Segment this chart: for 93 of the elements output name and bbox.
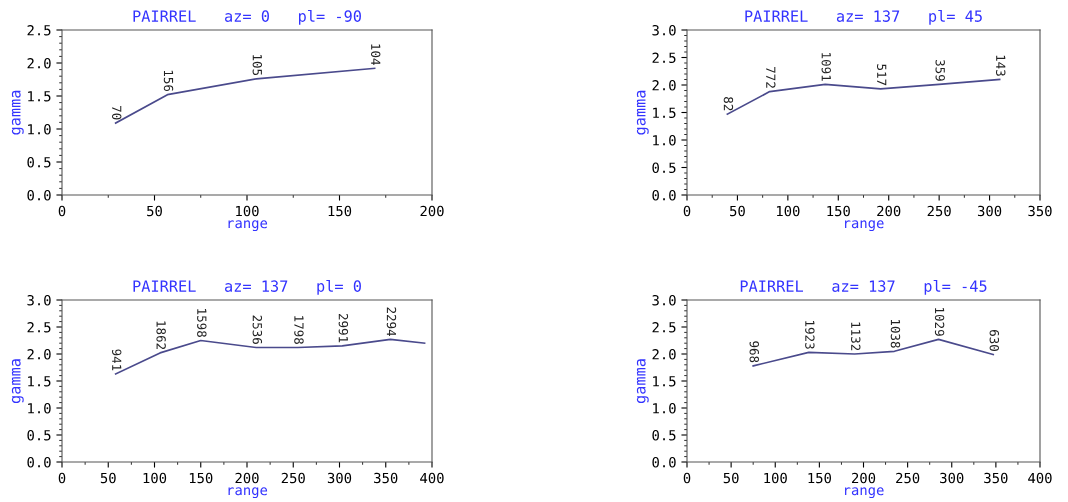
x-tick-label: 0 xyxy=(683,472,691,484)
annotation: 2536 xyxy=(252,315,263,344)
chart-title: PAIRREL az= 137 pl= 45 xyxy=(745,9,982,25)
x-tick-label: 100 xyxy=(236,205,259,217)
annotation: 70 xyxy=(111,106,122,120)
x-tick-label: 400 xyxy=(420,472,444,484)
x-tick-label: 150 xyxy=(808,472,832,484)
x-tick-label: 50 xyxy=(730,205,745,217)
x-tick-label: 250 xyxy=(896,472,920,484)
annotation: 156 xyxy=(163,70,174,92)
x-tick-label: 0 xyxy=(58,205,66,217)
annotation: 941 xyxy=(111,349,122,371)
x-axis-title: range xyxy=(228,487,268,499)
annotation: 968 xyxy=(749,341,759,363)
x-tick-label: 300 xyxy=(327,472,352,484)
y-tick-label: 1.0 xyxy=(28,124,51,135)
y-tick-label: 1.5 xyxy=(28,376,51,387)
y-axis-title: gamma xyxy=(11,90,24,135)
x-tick-label: 200 xyxy=(851,472,876,484)
x-tick-label: 300 xyxy=(977,205,1002,217)
annotation: 1091 xyxy=(821,53,831,81)
annotation: 1798 xyxy=(294,316,304,344)
x-tick-label: 150 xyxy=(827,205,850,217)
annotation: 2991 xyxy=(338,313,349,343)
annotation: 1923 xyxy=(805,321,815,349)
x-tick-label: 350 xyxy=(374,472,398,484)
y-tick-label: 3.0 xyxy=(652,25,676,36)
x-tick-label: 200 xyxy=(235,472,259,484)
y-tick-label: 2.5 xyxy=(27,25,51,36)
annotation: 2294 xyxy=(386,307,397,337)
x-tick-label: 250 xyxy=(927,205,951,217)
x-tick-label: 350 xyxy=(984,472,1008,484)
y-tick-label: 2.5 xyxy=(652,52,676,64)
x-tick-label: 50 xyxy=(147,205,162,217)
y-tick-label: 0.5 xyxy=(652,162,676,174)
x-tick-label: 150 xyxy=(189,472,213,484)
annotation: 1862 xyxy=(156,321,166,350)
x-tick-label: 250 xyxy=(281,472,305,484)
x-tick-label: 350 xyxy=(1028,205,1052,217)
x-tick-label: 0 xyxy=(58,472,66,484)
y-tick-label: 1.0 xyxy=(653,403,676,414)
chart-title: PAIRREL az= 0 pl= -90 xyxy=(133,9,361,25)
chart-title: PAIRREL az= 137 pl= -45 xyxy=(740,279,987,295)
y-tick-label: 1.0 xyxy=(653,135,676,146)
y-tick-label: 3.0 xyxy=(27,295,51,306)
x-tick-label: 50 xyxy=(100,472,116,484)
annotation: 1029 xyxy=(934,308,945,336)
x-tick-label: 100 xyxy=(776,205,800,217)
x-axis-title: range xyxy=(228,220,268,232)
annotation: 1038 xyxy=(890,319,901,348)
y-tick-label: 0.5 xyxy=(27,157,51,168)
annotation: 104 xyxy=(370,44,381,65)
y-tick-label: 1.0 xyxy=(28,403,51,414)
x-axis-title: range xyxy=(845,220,884,232)
x-tick-label: 0 xyxy=(683,205,691,217)
x-axis-title: range xyxy=(845,487,884,499)
y-tick-label: 2.5 xyxy=(27,322,51,333)
x-tick-label: 150 xyxy=(328,205,352,217)
annotation: 772 xyxy=(766,67,776,88)
x-tick-label: 300 xyxy=(940,472,964,484)
chart-title: PAIRREL az= 137 pl= 0 xyxy=(133,279,361,295)
y-tick-label: 2.0 xyxy=(27,349,51,360)
y-tick-label: 0.0 xyxy=(652,457,676,468)
x-tick-label: 50 xyxy=(723,472,739,484)
x-tick-label: 100 xyxy=(143,472,167,484)
y-tick-label: 1.5 xyxy=(653,376,676,387)
annotation: 630 xyxy=(989,330,1000,351)
x-tick-label: 200 xyxy=(877,205,901,217)
y-tick-label: 1.5 xyxy=(28,91,51,102)
x-tick-label: 200 xyxy=(420,205,444,217)
y-tick-label: 0.5 xyxy=(27,430,51,441)
y-tick-label: 0.0 xyxy=(27,457,51,468)
annotation: 517 xyxy=(876,64,887,86)
y-tick-label: 2.0 xyxy=(652,349,676,360)
y-tick-label: 0.5 xyxy=(652,430,676,441)
annotation: 1132 xyxy=(851,322,861,351)
y-axis-title: gamma xyxy=(636,90,649,135)
annotation: 82 xyxy=(723,97,734,111)
annotation: 1598 xyxy=(197,309,207,337)
annotation: 359 xyxy=(935,59,945,81)
y-tick-label: 0.0 xyxy=(652,190,676,201)
annotation: 143 xyxy=(996,55,1006,76)
y-axis-title: gamma xyxy=(636,359,649,404)
y-tick-label: 0.0 xyxy=(27,190,51,201)
y-tick-label: 3.0 xyxy=(652,295,676,306)
y-axis-title: gamma xyxy=(11,359,24,404)
y-tick-label: 2.5 xyxy=(652,322,676,333)
x-tick-label: 400 xyxy=(1028,472,1052,484)
y-tick-label: 1.5 xyxy=(653,107,676,119)
x-tick-label: 100 xyxy=(764,472,787,484)
y-tick-label: 2.0 xyxy=(652,80,676,91)
annotation: 105 xyxy=(252,54,263,76)
y-tick-label: 2.0 xyxy=(27,58,51,69)
